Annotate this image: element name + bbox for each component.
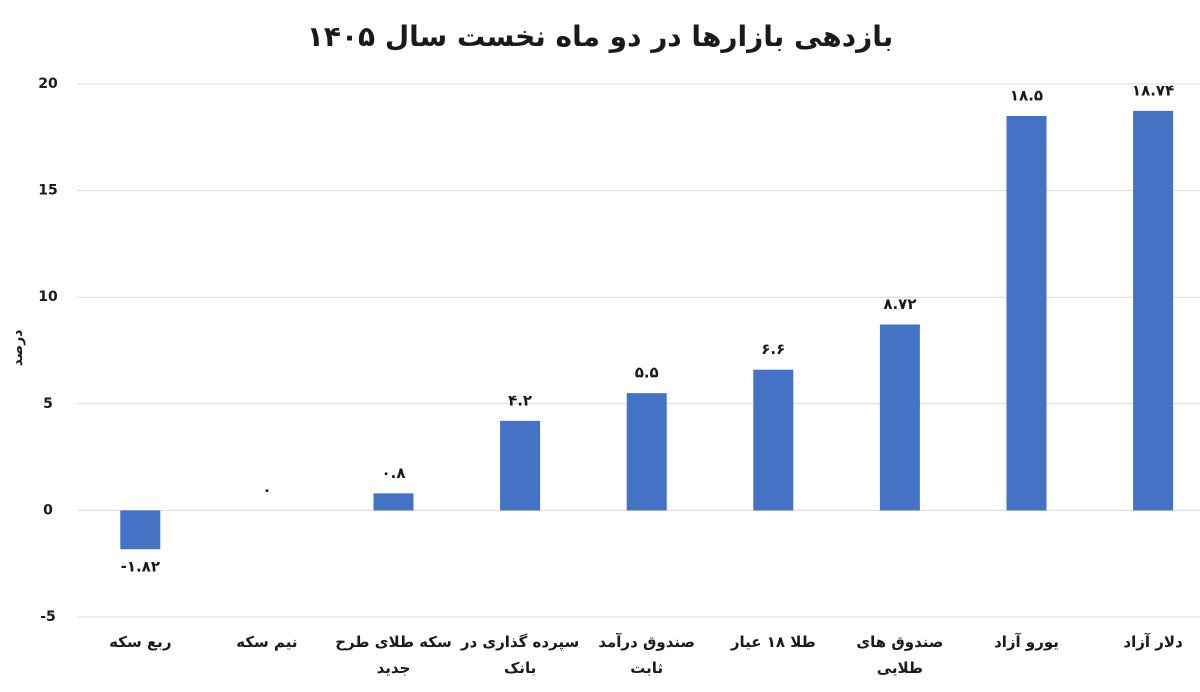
y-tick-label: 0 — [43, 502, 53, 518]
bar — [753, 369, 794, 511]
value-label: ۱۸.۷۴ — [1132, 81, 1174, 99]
bar — [626, 393, 667, 511]
value-label: ۰.۸ — [381, 464, 405, 482]
x-tick-label: سکه طلای طرح جدید — [335, 633, 452, 677]
value-label: ۴.۲ — [508, 391, 532, 409]
value-label: ۱۸.۵ — [1010, 86, 1043, 104]
y-tick-label: 15 — [38, 183, 57, 199]
y-tick-label: -5 — [40, 609, 56, 625]
x-tick-label: نیم سکه — [236, 633, 298, 651]
bar — [120, 510, 161, 550]
value-label: ۶.۶ — [761, 340, 785, 358]
x-tick-label: طلا ۱۸ عیار — [730, 633, 816, 651]
x-tick-label: ربع سکه — [109, 633, 172, 651]
x-tick-label: صندوق های طلایی — [856, 633, 944, 677]
x-tick-label: سپرده گذاری در بانک — [460, 633, 580, 677]
x-tick-label: صندوق درآمد ثابت — [598, 633, 696, 677]
chart-title: بازدهی بازارها در دو ماه نخست سال ۱۴۰۵ — [307, 20, 893, 53]
value-label: ۰ — [262, 481, 271, 499]
bar — [1006, 115, 1047, 511]
bar — [1133, 110, 1174, 511]
y-tick-label: 5 — [43, 396, 53, 412]
bar — [879, 324, 920, 511]
x-tick-label: دلار آزاد — [1123, 633, 1183, 651]
x-tick-label: یورو آزاد — [994, 633, 1059, 651]
bar — [500, 420, 541, 511]
bar — [373, 493, 414, 511]
value-label: -۱.۸۲ — [121, 558, 160, 576]
y-tick-label: 20 — [38, 76, 58, 92]
value-label: ۵.۵ — [635, 364, 659, 382]
value-label: ۸.۷۲ — [883, 295, 916, 313]
y-axis-label: درصد — [10, 330, 26, 367]
y-tick-label: 10 — [38, 289, 58, 305]
